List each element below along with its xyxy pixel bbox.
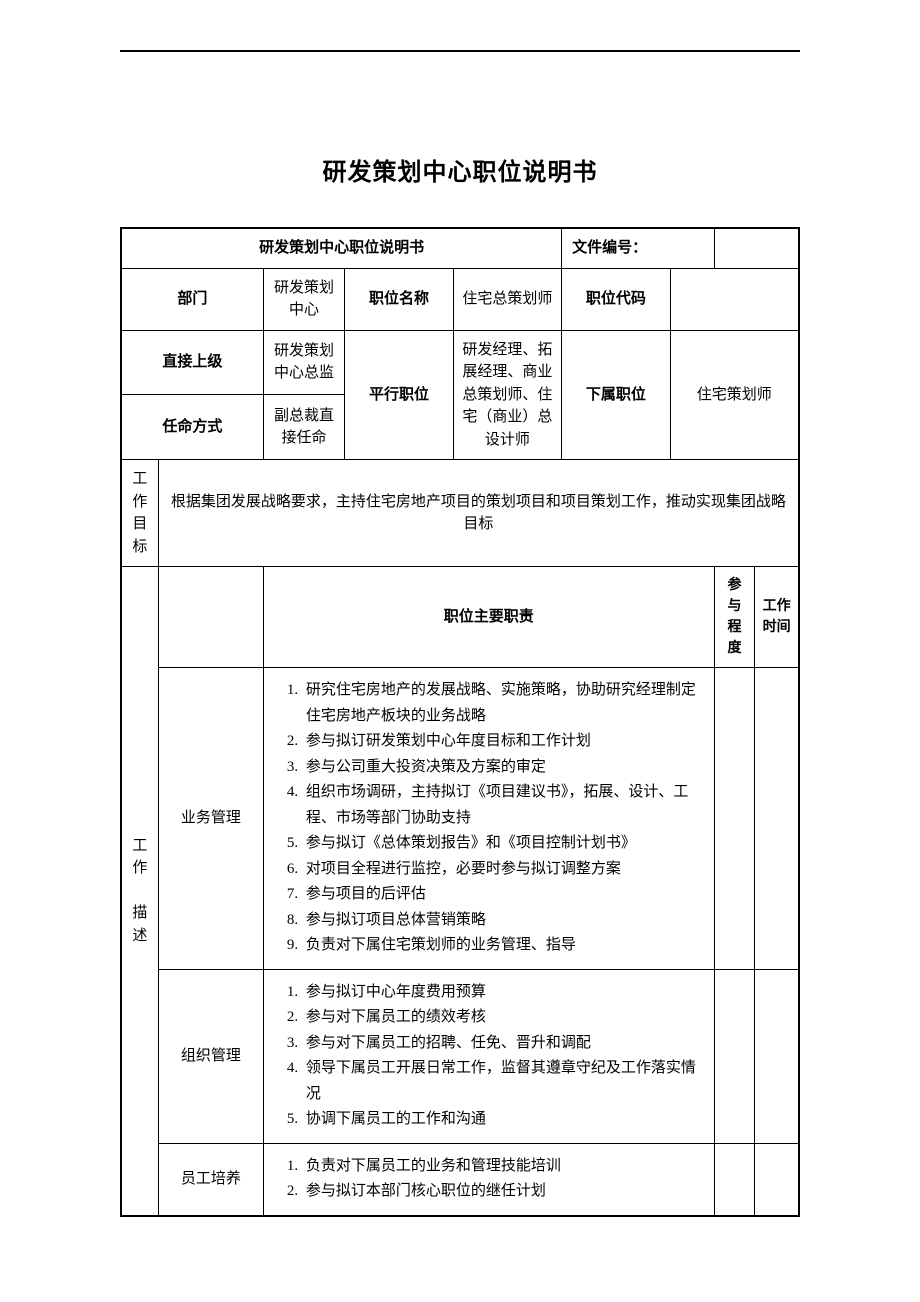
posname-value: 住宅总策划师	[453, 268, 561, 330]
duties-header-row: 工作描述 职位主要职责 参与程度 工作时间	[121, 567, 799, 668]
work-desc-label: 工作描述	[121, 567, 158, 1216]
list-item: 参与公司重大投资决策及方案的审定	[302, 755, 706, 781]
top-horizontal-rule	[120, 50, 800, 52]
list-item: 参与对下属员工的绩效考核	[302, 1005, 706, 1031]
peer-label: 平行职位	[345, 330, 453, 460]
appoint-value: 副总裁直接任命	[263, 395, 344, 460]
list-item: 参与拟订研发策划中心年度目标和工作计划	[302, 729, 706, 755]
dept-value: 研发策划中心	[263, 268, 344, 330]
poscode-value	[670, 268, 799, 330]
duties-row-staff: 员工培养 负责对下属员工的业务和管理技能培训 参与拟订本部门核心职位的继任计划	[121, 1143, 799, 1216]
info-row-2: 直接上级 研发策划中心总监 平行职位 研发经理、拓展经理、商业总策划师、住宅（商…	[121, 330, 799, 395]
poscode-label: 职位代码	[562, 268, 670, 330]
staff-items-list: 负责对下属员工的业务和管理技能培训 参与拟订本部门核心职位的继任计划	[274, 1154, 706, 1205]
document-title: 研发策划中心职位说明书	[120, 152, 800, 187]
doc-number-label: 文件编号：	[562, 228, 715, 268]
job-description-table: 研发策划中心职位说明书 文件编号： 部门 研发策划中心 职位名称 住宅总策划师 …	[120, 227, 800, 1217]
list-item: 领导下属员工开展日常工作，监督其遵章守纪及工作落实情况	[302, 1056, 706, 1107]
participation-cell	[714, 969, 755, 1143]
participation-header: 参与程度	[714, 567, 755, 668]
list-item: 研究住宅房地产的发展战略、实施策略，协助研究经理制定住宅房地产板块的业务战略	[302, 678, 706, 729]
business-items-cell: 研究住宅房地产的发展战略、实施策略，协助研究经理制定住宅房地产板块的业务战略 参…	[263, 668, 714, 970]
time-header: 工作时间	[755, 567, 799, 668]
list-item: 参与拟订本部门核心职位的继任计划	[302, 1179, 706, 1205]
list-item: 负责对下属住宅策划师的业务管理、指导	[302, 933, 706, 959]
list-item: 协调下属员工的工作和沟通	[302, 1107, 706, 1133]
subordinate-label: 下属职位	[562, 330, 670, 460]
supervisor-value: 研发策划中心总监	[263, 330, 344, 395]
goal-text: 根据集团发展战略要求，主持住宅房地产项目的策划项目和项目策划工作，推动实现集团战…	[158, 460, 799, 567]
list-item: 组织市场调研，主持拟订《项目建议书》，拓展、设计、工程、市场等部门协助支持	[302, 780, 706, 831]
time-cell	[755, 969, 799, 1143]
subordinate-value: 住宅策划师	[670, 330, 799, 460]
supervisor-label: 直接上级	[121, 330, 263, 395]
list-item: 对项目全程进行监控，必要时参与拟订调整方案	[302, 857, 706, 883]
duties-row-org: 组织管理 参与拟订中心年度费用预算 参与对下属员工的绩效考核 参与对下属员工的招…	[121, 969, 799, 1143]
duties-blank-header	[158, 567, 263, 668]
staff-items-cell: 负责对下属员工的业务和管理技能培训 参与拟订本部门核心职位的继任计划	[263, 1143, 714, 1216]
participation-cell	[714, 668, 755, 970]
time-cell	[755, 1143, 799, 1216]
time-cell	[755, 668, 799, 970]
list-item: 负责对下属员工的业务和管理技能培训	[302, 1154, 706, 1180]
header-row: 研发策划中心职位说明书 文件编号：	[121, 228, 799, 268]
list-item: 参与拟订项目总体营销策略	[302, 908, 706, 934]
category-org: 组织管理	[158, 969, 263, 1143]
category-business: 业务管理	[158, 668, 263, 970]
document-page: 研发策划中心职位说明书 研发策划中心职位说明书 文件编号： 部门 研发策划中心 …	[0, 0, 920, 1277]
list-item: 参与拟订中心年度费用预算	[302, 980, 706, 1006]
org-items-list: 参与拟订中心年度费用预算 参与对下属员工的绩效考核 参与对下属员工的招聘、任免、…	[274, 980, 706, 1133]
list-item: 参与项目的后评估	[302, 882, 706, 908]
peer-value: 研发经理、拓展经理、商业总策划师、住宅（商业）总设计师	[453, 330, 561, 460]
org-items-cell: 参与拟订中心年度费用预算 参与对下属员工的绩效考核 参与对下属员工的招聘、任免、…	[263, 969, 714, 1143]
table-title-cell: 研发策划中心职位说明书	[121, 228, 562, 268]
duties-row-business: 业务管理 研究住宅房地产的发展战略、实施策略，协助研究经理制定住宅房地产板块的业…	[121, 668, 799, 970]
doc-number-value	[714, 228, 799, 268]
appoint-label: 任命方式	[121, 395, 263, 460]
info-row-1: 部门 研发策划中心 职位名称 住宅总策划师 职位代码	[121, 268, 799, 330]
business-items-list: 研究住宅房地产的发展战略、实施策略，协助研究经理制定住宅房地产板块的业务战略 参…	[274, 678, 706, 959]
participation-cell	[714, 1143, 755, 1216]
goal-row: 工作目标 根据集团发展战略要求，主持住宅房地产项目的策划项目和项目策划工作，推动…	[121, 460, 799, 567]
list-item: 参与对下属员工的招聘、任免、晋升和调配	[302, 1031, 706, 1057]
duties-main-header: 职位主要职责	[263, 567, 714, 668]
list-item: 参与拟订《总体策划报告》和《项目控制计划书》	[302, 831, 706, 857]
category-staff: 员工培养	[158, 1143, 263, 1216]
goal-label: 工作目标	[121, 460, 158, 567]
dept-label: 部门	[121, 268, 263, 330]
posname-label: 职位名称	[345, 268, 453, 330]
